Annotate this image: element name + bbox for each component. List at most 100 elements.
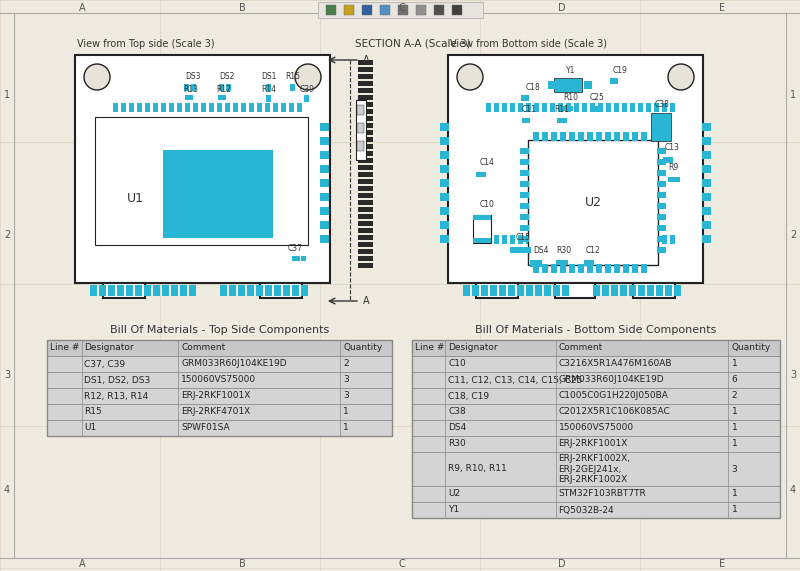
Bar bbox=[520, 192, 529, 198]
Text: D: D bbox=[558, 3, 566, 13]
Text: A: A bbox=[78, 3, 86, 13]
Bar bbox=[596, 132, 602, 141]
Bar bbox=[520, 225, 529, 231]
Text: C11, C12, C13, C14, C15, C25: C11, C12, C13, C14, C15, C25 bbox=[448, 376, 582, 384]
Bar bbox=[520, 203, 529, 209]
Bar bbox=[473, 238, 491, 243]
Text: C11: C11 bbox=[522, 105, 537, 114]
Bar bbox=[641, 264, 647, 273]
Bar bbox=[412, 420, 780, 436]
Bar bbox=[622, 103, 627, 112]
Bar bbox=[218, 95, 226, 100]
Bar bbox=[225, 235, 230, 244]
Bar bbox=[247, 285, 254, 296]
Bar bbox=[144, 285, 151, 296]
Text: Bill Of Materials - Bottom Side Components: Bill Of Materials - Bottom Side Componen… bbox=[475, 325, 717, 335]
Text: GRM033R60J104KE19D: GRM033R60J104KE19D bbox=[558, 376, 664, 384]
Bar bbox=[606, 103, 611, 112]
Bar bbox=[265, 103, 270, 112]
Text: C: C bbox=[398, 3, 406, 13]
Bar bbox=[670, 235, 675, 244]
Text: ERJ-2RKF1001X: ERJ-2RKF1001X bbox=[558, 440, 628, 448]
Bar bbox=[358, 88, 373, 93]
Bar bbox=[358, 74, 373, 79]
Bar bbox=[556, 260, 568, 265]
Bar bbox=[702, 235, 711, 243]
Text: C10: C10 bbox=[448, 360, 466, 368]
Bar bbox=[412, 436, 780, 452]
Bar bbox=[193, 235, 198, 244]
Text: R12: R12 bbox=[217, 85, 231, 94]
Bar bbox=[440, 235, 449, 243]
Bar bbox=[108, 285, 115, 296]
Bar bbox=[520, 181, 529, 187]
Text: 4: 4 bbox=[790, 485, 796, 495]
Bar bbox=[702, 137, 711, 145]
Text: U1: U1 bbox=[126, 191, 143, 204]
Bar bbox=[292, 285, 299, 296]
Bar bbox=[638, 103, 643, 112]
Bar bbox=[117, 285, 124, 296]
Bar bbox=[185, 103, 190, 112]
Text: A: A bbox=[363, 55, 370, 65]
Text: B: B bbox=[238, 3, 246, 13]
Bar bbox=[702, 179, 711, 187]
Bar bbox=[161, 103, 166, 112]
Bar bbox=[569, 132, 575, 141]
Bar bbox=[137, 103, 142, 112]
Bar bbox=[657, 236, 666, 242]
Bar bbox=[440, 207, 449, 215]
Bar bbox=[358, 158, 373, 163]
Text: 3: 3 bbox=[343, 392, 349, 400]
Bar bbox=[657, 170, 666, 176]
Text: SPWF01SA: SPWF01SA bbox=[181, 424, 230, 432]
Bar bbox=[632, 132, 638, 141]
Bar bbox=[326, 5, 336, 15]
Text: Line #: Line # bbox=[50, 344, 79, 352]
Bar bbox=[358, 256, 373, 261]
Bar bbox=[517, 285, 524, 296]
Bar bbox=[535, 285, 542, 296]
Bar bbox=[526, 103, 531, 112]
Bar bbox=[233, 103, 238, 112]
Circle shape bbox=[457, 64, 483, 90]
Bar bbox=[256, 285, 263, 296]
Bar bbox=[358, 165, 373, 170]
Bar bbox=[663, 157, 673, 163]
Bar bbox=[633, 283, 675, 298]
Bar bbox=[476, 283, 518, 298]
Bar bbox=[184, 84, 189, 91]
Bar bbox=[358, 200, 373, 205]
Bar bbox=[574, 103, 579, 112]
Bar bbox=[47, 340, 392, 356]
Bar bbox=[584, 260, 594, 266]
Text: R11: R11 bbox=[554, 105, 569, 114]
Bar bbox=[153, 103, 158, 112]
Bar bbox=[320, 235, 329, 243]
Bar bbox=[472, 285, 479, 296]
Bar bbox=[630, 103, 635, 112]
Text: C39: C39 bbox=[299, 85, 314, 94]
Bar bbox=[638, 285, 645, 296]
Bar bbox=[440, 137, 449, 145]
Bar bbox=[99, 285, 106, 296]
Bar bbox=[647, 285, 654, 296]
Text: R14: R14 bbox=[262, 85, 277, 94]
Bar bbox=[320, 179, 329, 187]
Bar bbox=[534, 235, 539, 244]
Text: FQ5032B-24: FQ5032B-24 bbox=[558, 505, 614, 514]
Bar bbox=[358, 179, 373, 184]
Text: 1: 1 bbox=[731, 424, 738, 432]
Bar bbox=[662, 103, 667, 112]
Bar bbox=[614, 103, 619, 112]
Text: D: D bbox=[558, 559, 566, 569]
Text: U2: U2 bbox=[448, 489, 460, 498]
Bar bbox=[191, 84, 196, 91]
Bar bbox=[557, 118, 567, 123]
Bar bbox=[398, 5, 408, 15]
Text: R12, R13, R14: R12, R13, R14 bbox=[85, 392, 149, 400]
Bar bbox=[358, 144, 373, 149]
Text: C37: C37 bbox=[287, 244, 302, 253]
Text: SECTION A-A (Scale 3): SECTION A-A (Scale 3) bbox=[355, 38, 470, 48]
Bar bbox=[510, 235, 515, 244]
